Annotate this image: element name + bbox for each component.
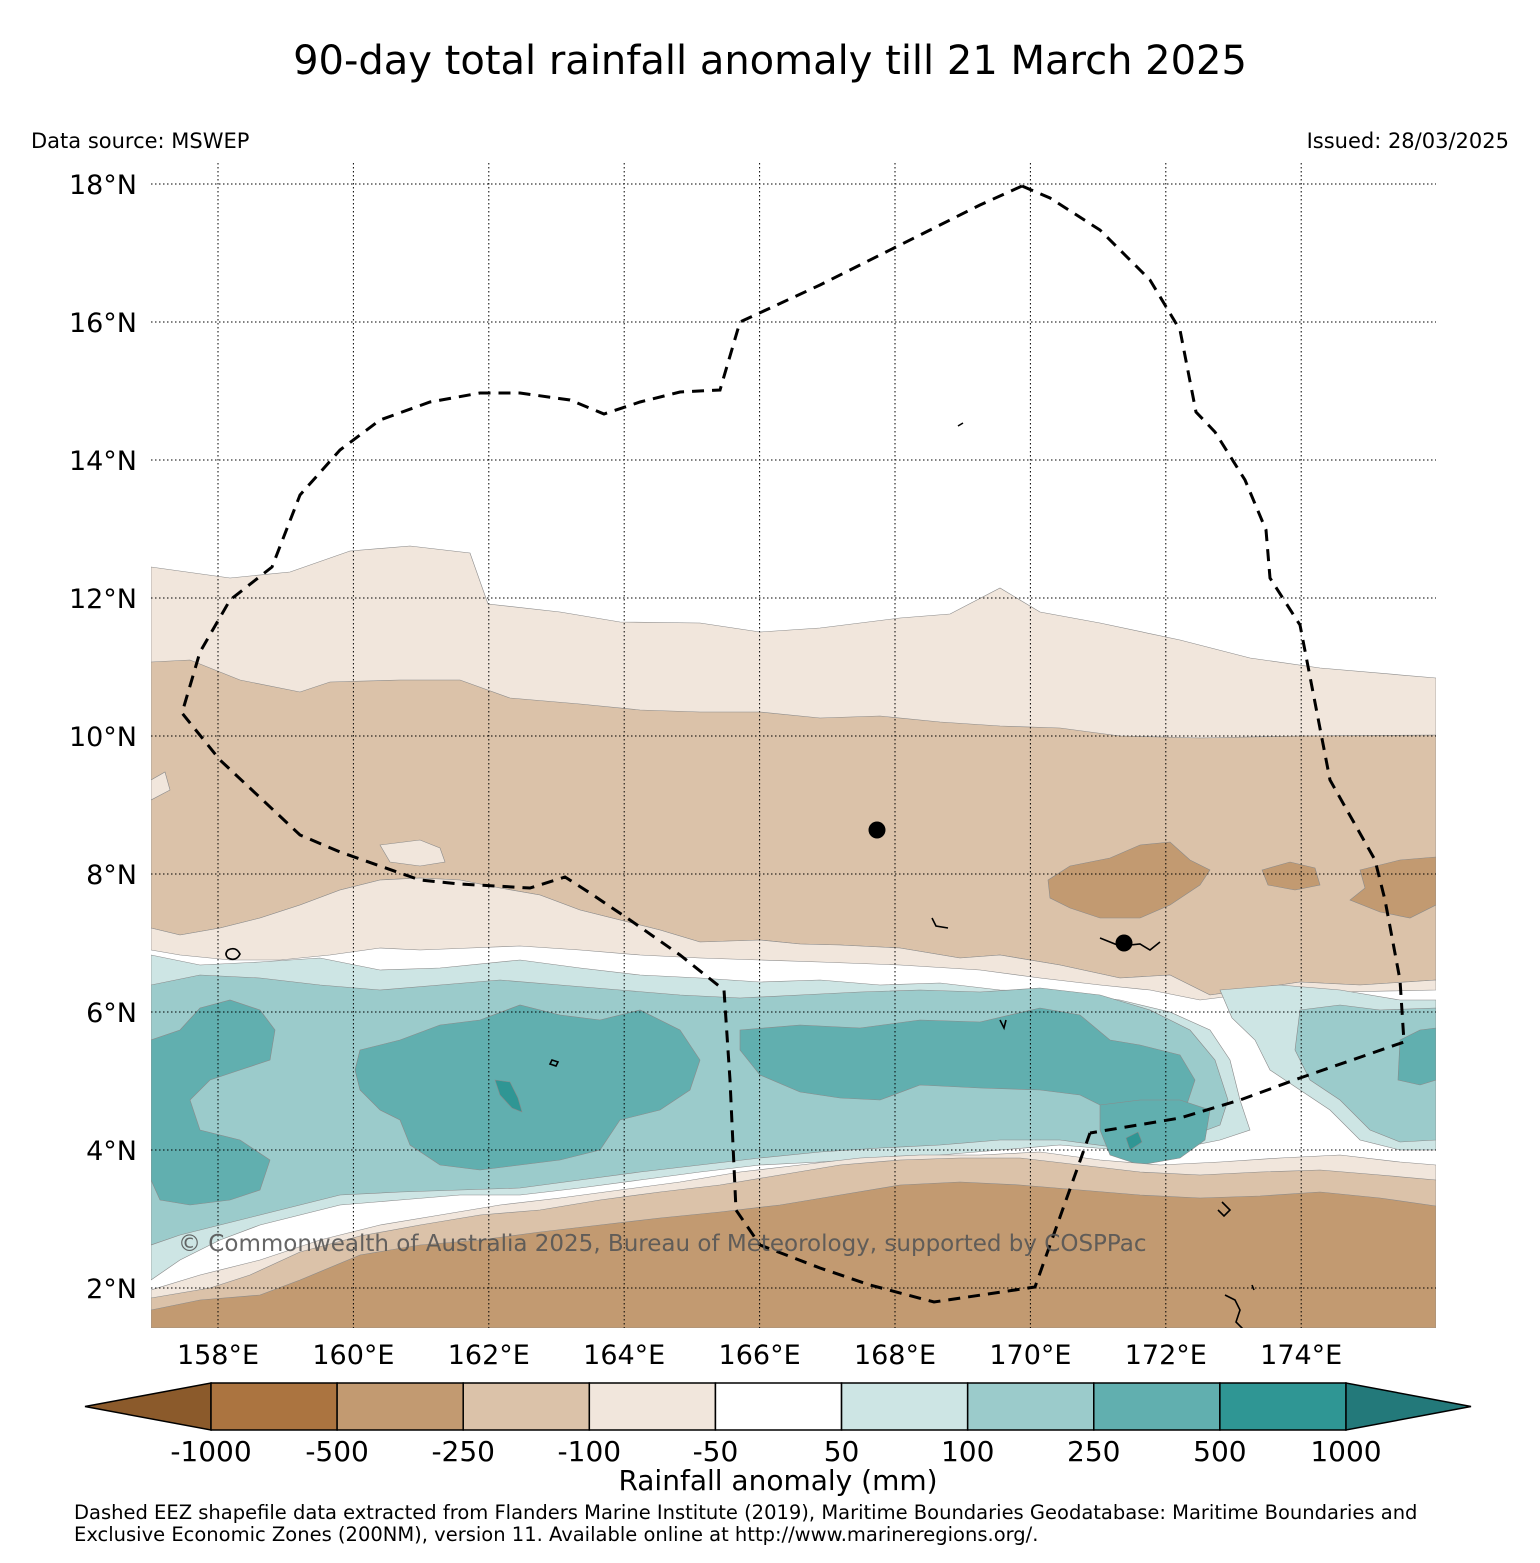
anomaly-core-teal-central	[354, 1004, 701, 1171]
eez-boundary-north	[1021, 184, 1406, 1135]
island-outline	[225, 947, 241, 961]
island-outline	[1217, 1201, 1232, 1218]
lon-tick-label: 168°E	[854, 1340, 936, 1371]
colorbar-extend-high	[1345, 1382, 1472, 1431]
lon-tick-label: 160°E	[312, 1340, 394, 1371]
colorbar-title: Rainfall anomaly (mm)	[618, 1464, 938, 1497]
island-outline	[957, 422, 964, 427]
island-outlines	[225, 422, 1255, 1328]
anomaly-fields	[151, 163, 1436, 1328]
colorbar-tick-label: -50	[693, 1435, 739, 1468]
colorbar-segment	[588, 1382, 717, 1431]
colorbar-segment	[714, 1382, 843, 1431]
anomaly-core-teal-west	[151, 999, 276, 1206]
lon-tick-label: 164°E	[583, 1340, 665, 1371]
colorbar-tick-label: 250	[1067, 1435, 1120, 1468]
island-outline	[999, 1019, 1007, 1031]
data-source: Data source: MSWEP	[31, 129, 250, 153]
anomaly-band-dark-tan-south	[151, 1181, 1436, 1328]
lon-tick-label: 158°E	[177, 1340, 259, 1371]
colorbar: -1000 -500 -250 -100 -50 50 100 250 500 1000	[84, 1382, 1472, 1468]
eez-boundaries	[180, 184, 1406, 1304]
colorbar-segment	[1093, 1382, 1221, 1431]
colorbar-extend-low	[84, 1382, 212, 1431]
lat-tick-label: 16°N	[69, 308, 137, 339]
anomaly-pocket-white	[151, 771, 171, 801]
longitude-tick-labels: 158°E 160°E 162°E 164°E 166°E 168°E 170°E 172°E…	[177, 1340, 1342, 1371]
anomaly-patch-dark-tan-east3	[1349, 856, 1436, 919]
anomaly-spot-dark-teal	[494, 1079, 523, 1113]
colorbar-tick-label: -1000	[170, 1435, 251, 1468]
map-title: 90-day total rainfall anomaly till 21 Ma…	[293, 38, 1247, 84]
colorbar-segment	[336, 1382, 464, 1431]
station-marker	[1115, 934, 1133, 952]
copyright-watermark: © Commonwealth of Australia 2025, Bureau…	[178, 1231, 1147, 1257]
issued-date: Issued: 28/03/2025	[1306, 129, 1509, 153]
colorbar-segment	[210, 1382, 338, 1431]
colorbar-segment	[840, 1382, 969, 1431]
lat-tick-label: 10°N	[69, 722, 137, 753]
lat-tick-label: 4°N	[86, 1136, 137, 1167]
lon-tick-label: 172°E	[1125, 1340, 1207, 1371]
anomaly-patch-dark-tan-east	[1047, 841, 1211, 919]
anomaly-core-teal-se	[1099, 1099, 1211, 1166]
colorbar-tick-label: -100	[558, 1435, 622, 1468]
island-outline	[931, 917, 949, 929]
lon-tick-label: 174°E	[1260, 1340, 1342, 1371]
island-outline	[1224, 1294, 1244, 1328]
colorbar-tick-label: 100	[941, 1435, 994, 1468]
footnote: Dashed EEZ shapefile data extracted from…	[74, 1501, 1418, 1546]
colorbar-tick-label: -500	[305, 1435, 369, 1468]
anomaly-pocket-light	[379, 839, 446, 867]
island-outline	[1251, 1284, 1255, 1291]
lat-tick-label: 6°N	[86, 998, 137, 1029]
colorbar-segment	[462, 1382, 591, 1431]
anomaly-patch-dark-tan-east2	[1261, 861, 1321, 891]
colorbar-tick-label: 50	[824, 1435, 860, 1468]
colorbar-tick-label: 1000	[1310, 1435, 1381, 1468]
lat-tick-label: 18°N	[69, 170, 137, 201]
lon-tick-label: 170°E	[989, 1340, 1071, 1371]
lat-tick-label: 8°N	[86, 860, 137, 891]
anomaly-spot-dark-teal-se	[1125, 1131, 1143, 1151]
colorbar-segment	[966, 1382, 1095, 1431]
island-outline	[548, 1059, 560, 1067]
lon-tick-label: 166°E	[719, 1340, 801, 1371]
station-marker	[868, 821, 886, 839]
anomaly-core-teal-far-east	[1397, 1027, 1436, 1086]
lon-tick-label: 162°E	[448, 1340, 530, 1371]
lat-tick-label: 14°N	[69, 446, 137, 477]
lat-tick-label: 12°N	[69, 584, 137, 615]
island-outline	[1099, 937, 1161, 951]
lat-tick-label: 2°N	[86, 1274, 137, 1305]
colorbar-tick-label: -250	[431, 1435, 495, 1468]
eez-boundary-west	[180, 184, 1092, 1304]
colorbar-segment	[1219, 1382, 1347, 1431]
anomaly-patch-teal-east	[1294, 1004, 1436, 1143]
latitude-tick-labels: 18°N 16°N 14°N 12°N 10°N 8°N 6°N 4°N 2°N	[69, 170, 137, 1305]
colorbar-tick-label: 500	[1193, 1435, 1246, 1468]
